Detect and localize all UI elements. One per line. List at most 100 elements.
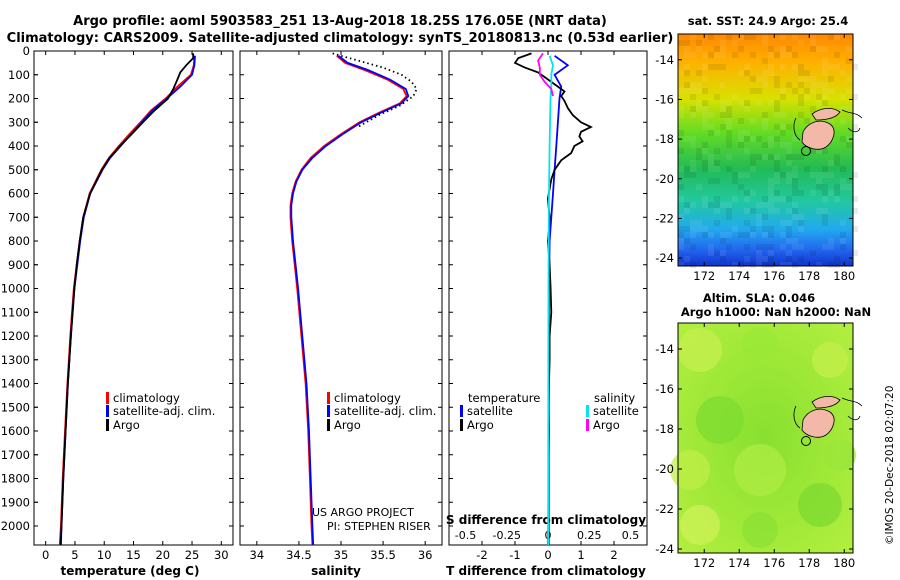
sst-pixel xyxy=(726,100,732,106)
sst-pixel xyxy=(846,88,852,94)
sst-pixel xyxy=(726,34,732,40)
sst-pixel xyxy=(852,202,858,208)
sst-pixel xyxy=(750,226,756,232)
sst-map-title: sat. SST: 24.9 Argo: 25.4 xyxy=(688,14,848,28)
sla-map-title-1: Altim. SLA: 0.046 xyxy=(703,291,815,305)
sst-pixel xyxy=(792,208,798,214)
sst-pixel xyxy=(810,106,816,112)
argo-location-marker xyxy=(801,146,811,156)
sst-pixel xyxy=(798,82,804,88)
sst-pixel xyxy=(846,142,852,148)
sst-pixel xyxy=(690,94,696,100)
sst-pixel xyxy=(822,88,828,94)
sst-pixel xyxy=(840,94,846,100)
sla-blob xyxy=(734,444,786,496)
sst-pixel xyxy=(828,118,834,124)
sst-pixel xyxy=(678,70,684,76)
s-difference-xlabel: S difference from climatology xyxy=(446,513,646,527)
sst-pixel xyxy=(822,166,828,172)
sst-pixel xyxy=(852,256,858,262)
sst-pixel xyxy=(852,82,858,88)
sst-pixel xyxy=(780,262,786,268)
sst-pixel xyxy=(852,58,858,64)
sst-pixel xyxy=(750,166,756,172)
sst-pixel xyxy=(744,232,750,238)
sst-pixel xyxy=(828,160,834,166)
series-satellite-adj-clim- xyxy=(59,55,196,546)
depth-tick-label: 1700 xyxy=(1,448,30,462)
sst-pixel xyxy=(768,46,774,52)
legend-s-satellite-mark xyxy=(586,405,589,417)
sst-pixel xyxy=(810,118,816,124)
sst-pixel xyxy=(708,154,714,160)
sst-pixel xyxy=(846,106,852,112)
sst-pixel xyxy=(834,184,840,190)
sst-pixel xyxy=(744,34,750,40)
sst-pixel xyxy=(762,118,768,124)
s-diff-tick-label: -0.5 xyxy=(455,529,476,542)
sst-pixel xyxy=(684,136,690,142)
sst-pixel xyxy=(690,82,696,88)
sst-pixel xyxy=(726,202,732,208)
lon-tick-label: 176 xyxy=(763,269,785,283)
sst-pixel xyxy=(786,238,792,244)
sst-pixel xyxy=(822,196,828,202)
temperature-x-axis: 0 5 10 15 20 25 30 xyxy=(42,51,229,562)
depth-tick-label: 1200 xyxy=(1,329,30,343)
sst-pixel xyxy=(768,100,774,106)
sst-pixel xyxy=(684,202,690,208)
sst-pixel xyxy=(714,94,720,100)
sst-pixel xyxy=(828,190,834,196)
sst-pixel xyxy=(786,124,792,130)
salinity-legend: climatology satellite-adj. clim. Argo xyxy=(327,391,436,432)
sst-pixel xyxy=(678,238,684,244)
sst-pixel xyxy=(822,100,828,106)
legend-t-satellite: satellite xyxy=(467,404,513,418)
difference-x-axis: -2 -1 0 1 2 xyxy=(476,51,618,562)
sst-pixel xyxy=(810,46,816,52)
sst-pixel xyxy=(708,130,714,136)
lat-tick-label: -24 xyxy=(655,251,674,265)
sst-pixel xyxy=(708,202,714,208)
salinity-plot-frame xyxy=(239,50,443,546)
sst-pixel xyxy=(726,118,732,124)
sst-pixel xyxy=(822,58,828,64)
sst-pixel xyxy=(756,244,762,250)
sst-pixel xyxy=(750,160,756,166)
sst-pixel xyxy=(828,244,834,250)
sst-pixel xyxy=(762,76,768,82)
legend-t-satellite-mark xyxy=(460,405,463,417)
sst-pixel xyxy=(750,262,756,268)
x-tick-label: 15 xyxy=(126,548,141,562)
legend-s-argo: Argo xyxy=(593,418,620,432)
sst-pixel xyxy=(708,250,714,256)
sst-pixel xyxy=(690,106,696,112)
fiji-island-north xyxy=(811,108,841,121)
sst-pixel xyxy=(732,40,738,46)
sst-pixel xyxy=(696,220,702,226)
legend-t-argo: Argo xyxy=(467,418,494,432)
sst-pixel xyxy=(840,184,846,190)
sst-pixel xyxy=(780,112,786,118)
sst-pixel xyxy=(780,94,786,100)
sst-pixel xyxy=(678,130,684,136)
sst-pixel xyxy=(768,226,774,232)
sst-pixel xyxy=(780,220,786,226)
sst-pixel xyxy=(720,232,726,238)
sst-pixel xyxy=(786,208,792,214)
lon-tick-label: 174 xyxy=(728,556,750,570)
sst-pixel xyxy=(822,70,828,76)
sst-pixel xyxy=(738,70,744,76)
sla-map-frame xyxy=(677,322,854,554)
sst-pixel xyxy=(678,184,684,190)
legend-satellite-mark xyxy=(106,405,109,417)
sst-pixel xyxy=(768,196,774,202)
sst-pixel xyxy=(696,184,702,190)
difference-legend: temperature satellite Argo salinity sate… xyxy=(460,391,639,432)
depth-tick-label: 900 xyxy=(8,258,30,272)
sst-pixel xyxy=(756,214,762,220)
sst-pixel xyxy=(702,232,708,238)
sst-pixel xyxy=(750,190,756,196)
sst-pixel xyxy=(744,208,750,214)
sst-pixel xyxy=(726,154,732,160)
